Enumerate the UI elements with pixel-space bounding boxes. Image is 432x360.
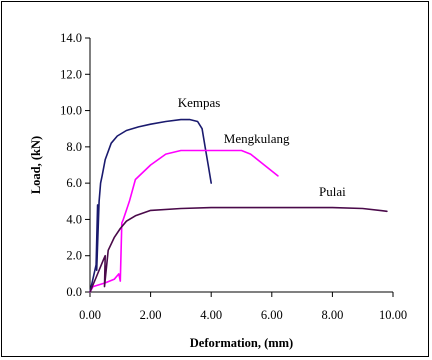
x-tick-label: 4.00	[200, 308, 222, 322]
x-tick-label: 10.00	[379, 308, 407, 322]
y-ticks: 0.0 2.0 4.0 6.0 8.0 10.0 12.0 14.0	[60, 31, 90, 299]
y-tick-label: 8.0	[66, 140, 82, 154]
x-axis-title: Deformation, (mm)	[190, 336, 293, 350]
y-tick-label: 2.0	[66, 249, 82, 263]
series-label-mengkulang: Mengkulang	[224, 131, 290, 146]
annotation-layer: Kempas Mengkulang Pulai	[178, 95, 346, 199]
series-label-pulai: Pulai	[319, 184, 346, 199]
y-tick-label: 12.0	[60, 67, 82, 81]
y-axis-title: Load, (kN)	[29, 136, 43, 194]
series-line-mengkulang	[89, 149, 279, 293]
x-tick-label: 8.00	[321, 308, 343, 322]
chart-frame	[1, 1, 429, 357]
x-tick-label: 0.00	[79, 308, 101, 322]
y-tick-label: 6.0	[66, 176, 82, 190]
y-tick-label: 14.0	[60, 31, 82, 45]
series-label-kempas: Kempas	[178, 95, 221, 110]
y-tick-label: 0.0	[66, 285, 82, 299]
axes	[89, 38, 393, 293]
series-layer	[89, 118, 388, 293]
series-line-kempas	[89, 118, 212, 293]
x-ticks: 0.00 2.00 4.00 6.00 8.00 10.00	[79, 292, 407, 322]
x-tick-label: 2.00	[140, 308, 162, 322]
series-line-pulai	[89, 206, 388, 293]
x-tick-label: 6.00	[261, 308, 283, 322]
y-tick-label: 4.0	[66, 212, 82, 226]
y-tick-label: 10.0	[60, 104, 82, 118]
